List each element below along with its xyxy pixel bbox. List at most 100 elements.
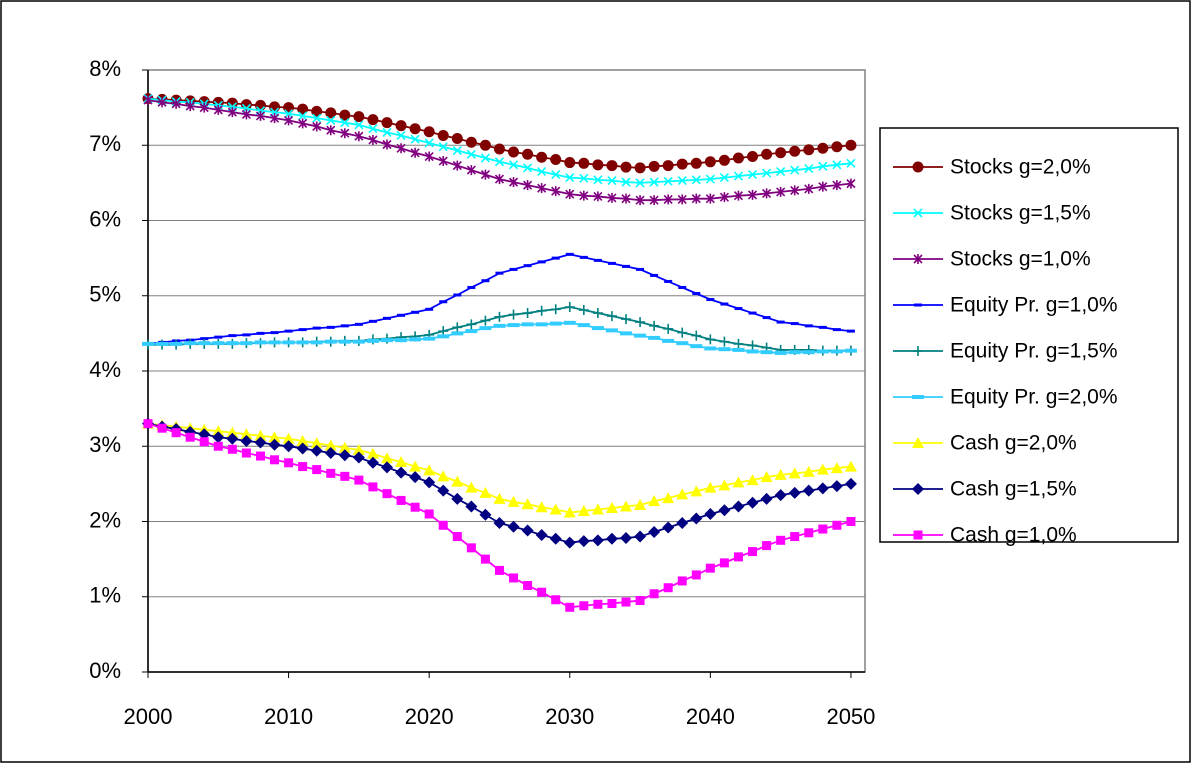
marker [816,463,829,475]
marker [185,101,195,112]
marker [592,308,603,319]
marker [621,314,631,325]
marker [381,117,393,129]
marker [690,512,703,525]
y-tick-label: 6% [89,206,121,231]
marker [790,532,800,542]
marker [411,310,420,314]
marker [254,99,266,111]
marker [467,285,476,289]
marker [213,441,223,451]
marker [354,322,363,326]
marker [662,521,675,534]
marker [537,183,547,194]
marker [579,173,589,183]
y-tick-label: 2% [89,507,121,532]
marker [465,500,478,513]
series [142,320,857,355]
marker [677,327,688,338]
marker [479,486,492,498]
marker [776,186,786,197]
marker [354,120,364,130]
marker [326,468,336,478]
marker [607,261,616,265]
marker [734,307,743,311]
legend-label: Stocks g=1,5% [950,202,1091,225]
legend-label: Equity Pr. g=2,0% [950,386,1118,409]
marker [593,191,603,202]
marker [338,449,351,462]
marker [311,105,323,117]
marker [913,346,923,356]
marker [761,148,773,160]
marker [466,319,477,330]
marker [410,147,420,158]
marker [760,492,773,505]
marker [226,426,239,438]
marker [746,474,759,486]
marker [199,437,209,447]
marker [634,333,647,338]
marker [437,129,449,141]
series [143,95,856,206]
marker [270,331,279,335]
marker [832,180,842,191]
marker [677,176,687,186]
marker [719,336,730,347]
marker [636,267,645,271]
marker [423,126,435,138]
series [144,252,855,346]
marker [816,349,829,354]
marker [577,504,590,516]
marker [790,165,800,175]
marker [762,168,772,178]
marker [338,339,351,344]
marker [818,181,828,192]
marker [664,279,673,283]
marker [438,520,448,530]
marker [465,481,478,493]
marker [718,504,731,517]
marker [480,153,490,163]
marker [366,456,379,469]
marker [226,432,239,445]
marker [240,428,253,440]
marker [790,322,799,326]
marker [733,552,743,562]
marker [451,475,464,487]
marker [607,176,617,186]
marker [912,161,924,173]
marker [622,264,630,268]
marker [802,350,815,355]
marker [577,535,590,548]
marker [352,451,365,464]
marker [774,489,787,502]
marker [747,170,758,180]
marker [324,339,337,344]
marker [578,305,589,316]
marker [634,162,646,174]
marker [466,149,476,159]
marker [368,124,378,134]
marker [270,455,280,465]
marker [312,121,322,132]
marker [649,320,660,331]
marker [537,587,547,597]
marker [579,601,589,611]
marker [212,425,225,437]
marker [635,317,646,328]
marker [844,460,857,472]
marker [818,524,828,534]
marker [564,157,576,169]
marker [846,329,855,333]
marker [776,167,786,177]
marker [240,341,253,346]
marker [409,471,422,484]
legend-box [879,127,1179,543]
marker [465,329,478,334]
marker [591,534,604,547]
marker [296,442,309,455]
marker [634,498,647,510]
marker [913,208,923,218]
